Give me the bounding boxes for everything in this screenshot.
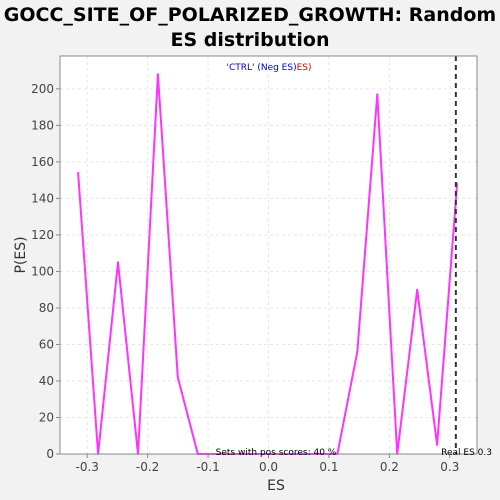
y-axis-ticks: 0 20 40 60 80 100 120 140 160 180 200 — [31, 82, 60, 461]
es-data-point — [176, 376, 179, 379]
y-tick-label: 40 — [39, 374, 54, 388]
es-data-point — [376, 93, 379, 96]
x-tick-label: -0.1 — [196, 460, 219, 474]
x-tick-label: 0.2 — [380, 460, 399, 474]
chart-legend: 'CTRL' (Neg ES)ES) — [226, 63, 311, 73]
y-tick-label: 140 — [31, 191, 54, 205]
x-tick-label: 0.3 — [440, 460, 459, 474]
es-data-point — [436, 443, 439, 446]
es-data-point — [356, 350, 359, 353]
y-tick-label: 200 — [31, 82, 54, 96]
y-tick-label: 160 — [31, 155, 54, 169]
chart-title-line-2: ES distribution — [171, 29, 330, 51]
y-axis-label: P(ES) — [13, 236, 29, 273]
chart-title-line-1: GOCC_SITE_OF_POLARIZED_GROWTH: Random — [4, 4, 496, 26]
y-tick-label: 0 — [46, 447, 54, 461]
legend-es: ES) — [297, 63, 312, 73]
x-tick-label: -0.3 — [75, 460, 98, 474]
y-tick-label: 100 — [31, 264, 54, 278]
es-data-point — [117, 261, 120, 264]
y-tick-label: 20 — [39, 410, 54, 424]
y-tick-label: 80 — [39, 301, 54, 315]
x-tick-label: 0.0 — [259, 460, 278, 474]
y-tick-label: 120 — [31, 228, 54, 242]
es-data-point — [156, 73, 159, 76]
x-tick-label: 0.1 — [319, 460, 338, 474]
y-tick-label: 180 — [31, 118, 54, 132]
pos-scores-annotation: Sets with pos scores: 40 % — [216, 448, 337, 458]
x-axis-ticks: -0.3 -0.2 -0.1 0.0 0.1 0.2 0.3 — [75, 454, 459, 474]
y-tick-label: 60 — [39, 337, 54, 351]
real-es-label: Real ES 0.3 — [441, 448, 492, 458]
es-data-point — [416, 288, 419, 291]
legend-ctrl-neg-es: 'CTRL' (Neg ES) — [226, 63, 296, 73]
x-tick-label: -0.2 — [136, 460, 159, 474]
es-data-point — [77, 171, 80, 174]
x-axis-label: ES — [267, 478, 285, 494]
